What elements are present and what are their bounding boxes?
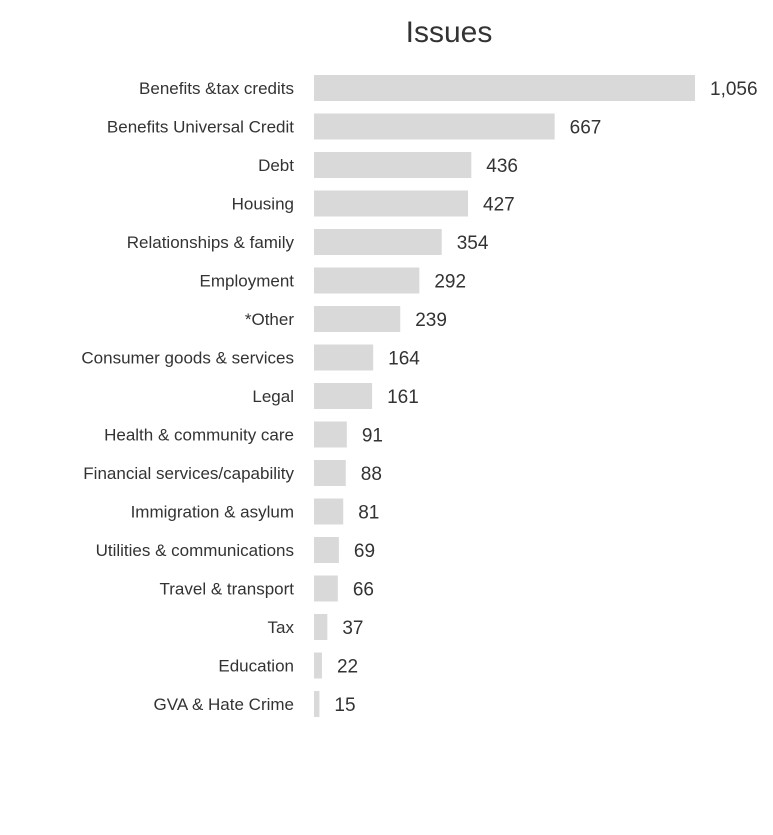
bar (314, 383, 373, 409)
value-label: 91 (362, 426, 383, 447)
category-label: Employment (200, 272, 295, 291)
category-label: Relationships & family (127, 233, 295, 252)
value-label: 354 (457, 233, 489, 254)
bar (314, 691, 320, 717)
category-label: Benefits Universal Credit (107, 118, 294, 137)
bar (314, 537, 339, 563)
value-label: 436 (486, 156, 518, 177)
bar (314, 460, 346, 486)
chart-title: Issues (406, 16, 493, 49)
value-label: 427 (483, 195, 515, 216)
value-label: 15 (334, 695, 355, 716)
value-label: 239 (415, 310, 447, 331)
category-label: Tax (268, 618, 295, 637)
category-label: Legal (252, 387, 294, 406)
category-label: Debt (258, 156, 294, 175)
bar (314, 190, 469, 217)
value-label: 292 (434, 272, 466, 293)
category-label: Benefits &tax credits (139, 79, 294, 98)
category-label: Education (218, 657, 294, 676)
bar (314, 75, 695, 101)
value-label: 161 (387, 387, 419, 408)
value-label: 164 (388, 349, 420, 370)
bar (314, 421, 347, 448)
category-label: *Other (245, 310, 294, 329)
bar (314, 575, 338, 602)
bar (314, 498, 344, 525)
value-label: 66 (353, 580, 374, 601)
value-label: 37 (342, 618, 363, 639)
value-label: 88 (361, 464, 382, 485)
bar (314, 113, 555, 140)
bars-group: Benefits &tax credits 1,056 Benefits Unive… (81, 75, 758, 717)
category-label: Health & community care (104, 426, 294, 445)
category-label: Financial services/capability (83, 464, 294, 483)
bar (314, 152, 472, 178)
bar (314, 306, 401, 332)
category-label: Immigration & asylum (131, 503, 294, 522)
category-label: Utilities & communications (96, 541, 294, 560)
bar (314, 652, 322, 679)
category-label: GVA & Hate Crime (154, 695, 294, 714)
bar (314, 344, 374, 371)
category-label: Travel & transport (160, 580, 295, 599)
value-label: 1,056 (710, 79, 758, 100)
category-label: Consumer goods & services (81, 349, 294, 368)
value-label: 81 (358, 503, 379, 524)
value-label: 22 (337, 657, 358, 678)
bar (314, 267, 420, 294)
category-label: Housing (232, 195, 294, 214)
value-label: 667 (570, 118, 602, 139)
bar (314, 614, 328, 640)
value-label: 69 (354, 541, 375, 562)
bar (314, 229, 442, 255)
